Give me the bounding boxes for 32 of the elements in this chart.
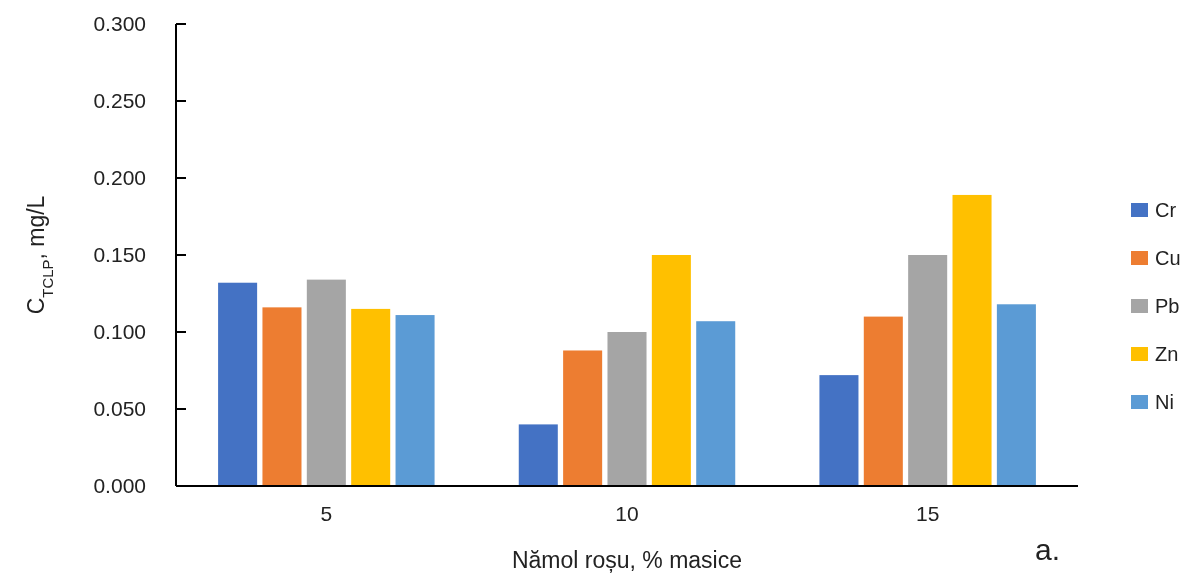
y-tick-label: 0.000 [93, 474, 146, 498]
bar [563, 350, 603, 486]
x-tick-label: 10 [615, 502, 639, 525]
bar [218, 282, 258, 486]
legend-label: Cr [1155, 199, 1177, 221]
bar [996, 304, 1036, 486]
y-tick-label: 0.200 [93, 166, 146, 190]
bar [518, 424, 558, 486]
y-tick-label: 0.150 [93, 243, 146, 267]
x-tick-label: 5 [320, 502, 333, 525]
text: a. [1035, 533, 1061, 566]
bar [262, 307, 302, 486]
y-tick-label: 0.050 [93, 397, 146, 421]
bar [607, 332, 647, 486]
legend-label: Cu [1155, 247, 1181, 269]
y-tick-label: 0.250 [93, 89, 146, 113]
x-axis-title: Nămol roșu, % masice [511, 547, 743, 573]
bar [696, 321, 736, 486]
bar [908, 255, 948, 486]
y-tick-label: 0.300 [93, 12, 146, 36]
bar [819, 375, 859, 486]
bar [863, 316, 903, 486]
y-tick-label: 0.100 [93, 320, 146, 344]
bar [306, 279, 346, 486]
x-tick-label: 15 [915, 502, 940, 525]
legend-label: Zn [1155, 343, 1179, 365]
legend-label: Pb [1155, 295, 1180, 317]
bar [395, 315, 435, 486]
legend-label: Ni [1155, 391, 1174, 413]
bar [952, 194, 992, 486]
bar [651, 255, 691, 486]
bar [351, 308, 391, 486]
